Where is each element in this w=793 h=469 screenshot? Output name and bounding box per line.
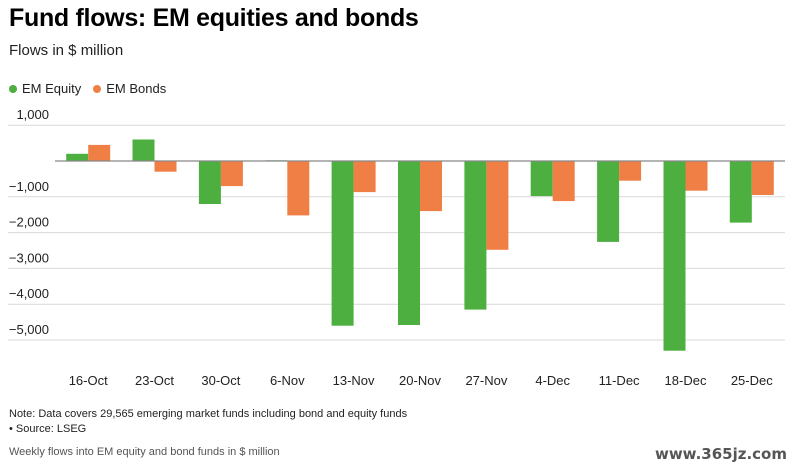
y-tick-label: −5,000 — [9, 322, 49, 337]
bar-bonds — [154, 161, 177, 172]
bar-equity — [464, 161, 487, 310]
bar-bonds — [552, 161, 575, 202]
y-tick-label: −4,000 — [9, 286, 49, 301]
bar-equity — [132, 139, 155, 161]
legend-item-equity: EM Equity — [9, 81, 81, 96]
bar-equity — [597, 161, 620, 242]
chart-note: Note: Data covers 29,565 emerging market… — [9, 408, 408, 420]
x-tick-label: 27-Nov — [465, 373, 507, 388]
legend-label-bonds: EM Bonds — [106, 81, 167, 96]
y-tick-label: −2,000 — [9, 215, 49, 230]
chart-title: Fund flows: EM equities and bonds — [9, 4, 419, 32]
x-tick-label: 11-Dec — [599, 373, 640, 388]
legend-swatch-equity — [9, 84, 17, 93]
x-tick-label: 16-Oct — [69, 373, 108, 388]
x-tick-label: 30-Oct — [201, 373, 240, 388]
x-tick-label: 23-Oct — [135, 373, 174, 388]
y-tick-label: −3,000 — [9, 250, 49, 265]
bar-equity — [398, 161, 420, 325]
bar-bonds — [353, 161, 376, 193]
x-tick-label: 18-Dec — [665, 373, 707, 388]
legend-item-bonds: EM Bonds — [93, 81, 166, 96]
legend-label-equity: EM Equity — [22, 81, 82, 96]
chart-caption: Weekly flows into EM equity and bond fun… — [9, 446, 280, 458]
x-tick-label: 13-Nov — [333, 373, 375, 388]
bar-equity — [530, 161, 553, 197]
legend: EM Equity EM Bonds — [9, 81, 178, 96]
x-tick-label: 20-Nov — [399, 373, 441, 388]
bar-bonds — [88, 144, 111, 161]
bar-bonds — [619, 161, 642, 181]
bar-equity — [66, 153, 89, 161]
bar-bonds — [287, 161, 310, 216]
bar-equity — [331, 161, 354, 326]
bar-equity — [198, 161, 221, 204]
bar-bonds — [751, 161, 774, 195]
bar-bonds — [420, 161, 442, 212]
watermark: www.365jz.com — [654, 445, 787, 463]
y-tick-label: 1,000 — [16, 107, 49, 122]
chart-source: • Source: LSEG — [9, 423, 87, 435]
x-tick-label: 25-Dec — [731, 373, 773, 388]
bar-bonds — [220, 161, 243, 187]
bar-bonds — [486, 161, 509, 250]
bar-equity — [729, 161, 752, 223]
legend-swatch-bonds — [93, 84, 102, 93]
bar-equity — [663, 161, 686, 351]
chart-subtitle: Flows in $ million — [9, 42, 124, 59]
x-tick-label: 6-Nov — [270, 373, 305, 388]
bar-chart: 1,000 −1,000 −2,000 −3,000 −4,000 −5,000 16-Oc… — [8, 107, 785, 388]
x-tick-label: 4-Dec — [535, 373, 570, 388]
bar-bonds — [685, 161, 708, 191]
y-tick-label: −1,000 — [9, 179, 49, 194]
